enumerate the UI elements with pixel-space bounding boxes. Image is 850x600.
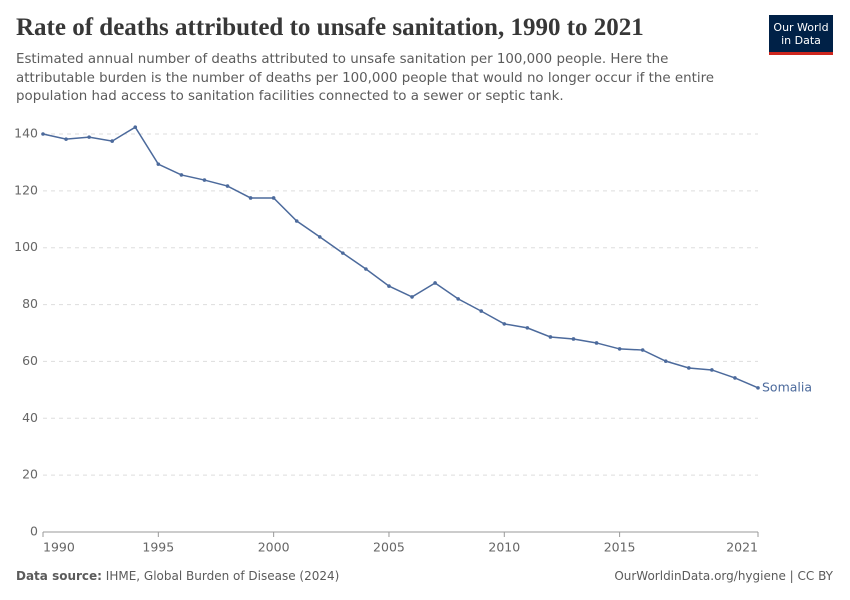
x-tick-label: 1995	[142, 540, 174, 555]
series-label: Somalia	[762, 379, 812, 394]
data-point	[410, 295, 414, 299]
chart: 0 20 40 60 80 100 120 140 1990 1995 2000 2005 2010 20…	[14, 125, 812, 555]
data-point	[525, 326, 530, 330]
y-tick-label: 100	[14, 239, 38, 254]
data-point	[687, 366, 691, 370]
x-tick-label: 2010	[488, 540, 520, 555]
data-point	[594, 341, 599, 345]
y-tick-label: 60	[22, 353, 38, 368]
data-point	[156, 162, 161, 166]
data-point	[617, 347, 622, 351]
data-point	[479, 309, 484, 313]
y-tick-label: 0	[30, 524, 38, 539]
data-point	[110, 139, 114, 143]
data-point	[502, 322, 507, 326]
y-tick-label: 40	[22, 410, 38, 425]
data-point	[294, 219, 299, 223]
data-point	[341, 251, 345, 255]
data-point	[387, 284, 391, 288]
logo[interactable]: Our World in Data	[769, 15, 833, 55]
data-point	[756, 386, 760, 390]
data-point	[87, 135, 91, 139]
data-point	[640, 348, 645, 352]
data-point	[41, 132, 45, 136]
source: Data source: IHME, Global Burden of Dise…	[16, 569, 339, 583]
logo-line: Our World	[773, 20, 829, 34]
data-point	[433, 281, 437, 285]
data-point	[733, 376, 737, 380]
data-point	[571, 337, 576, 341]
data-point	[271, 196, 276, 200]
data-point	[133, 125, 138, 129]
data-point	[225, 184, 230, 188]
data-point	[202, 178, 207, 182]
x-tick-label: 2015	[604, 540, 636, 555]
data-point	[364, 267, 368, 271]
x-tick-label: 2005	[373, 540, 405, 555]
series-line	[42, 126, 759, 389]
x-tick-label: 1990	[43, 540, 75, 555]
data-point	[317, 235, 322, 239]
x-tick-label: 2021	[726, 540, 758, 555]
y-tick-label: 120	[14, 182, 38, 197]
data-point	[248, 196, 253, 200]
data-point	[456, 297, 460, 301]
source-label: Data source:	[16, 569, 102, 583]
data-point	[64, 137, 68, 141]
data-point	[663, 359, 668, 363]
data-point	[710, 368, 714, 372]
y-tick-label: 20	[22, 467, 38, 482]
data-point	[179, 173, 184, 177]
chart-title: Rate of deaths attributed to unsafe sani…	[16, 14, 644, 41]
logo-line: in Data	[781, 33, 821, 47]
x-tick-label: 2000	[258, 540, 290, 555]
url[interactable]: OurWorldinData.org/hygiene | CC BY	[614, 569, 833, 583]
source-text: IHME, Global Burden of Disease (2024)	[105, 569, 340, 583]
y-tick-label: 140	[14, 126, 38, 141]
y-tick-label: 80	[22, 296, 38, 311]
chart-subtitle: Estimated annual number of deaths attrib…	[16, 52, 715, 104]
data-point	[548, 335, 553, 339]
